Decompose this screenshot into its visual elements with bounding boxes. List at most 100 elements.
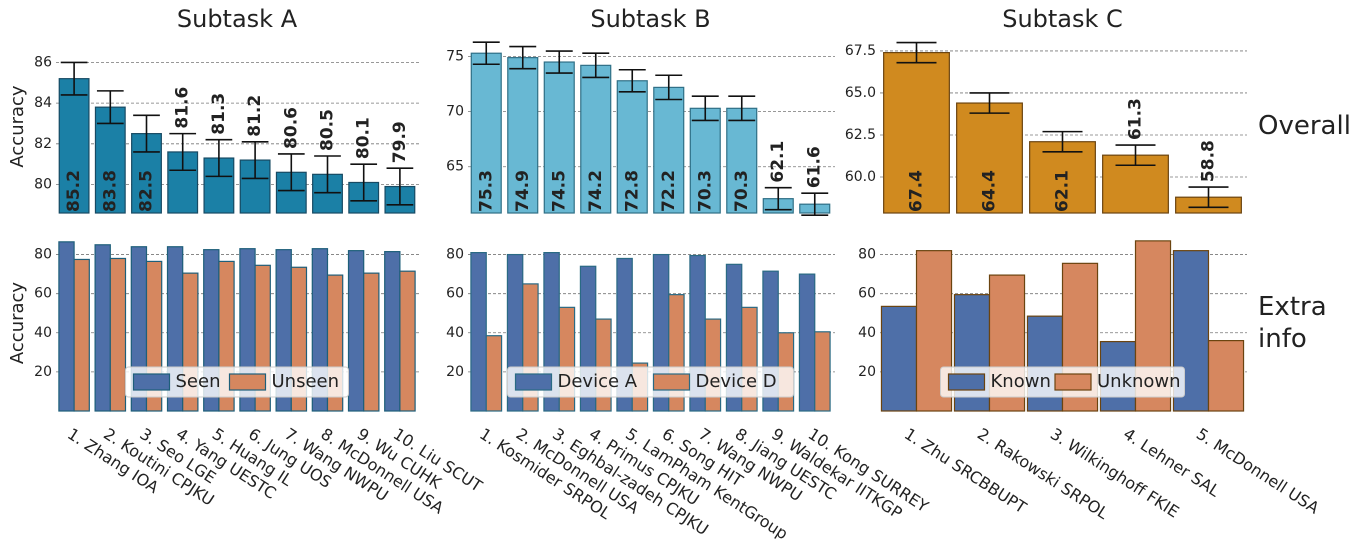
value-label: 81.3 bbox=[209, 93, 229, 135]
y-tick-label: 20 bbox=[34, 364, 52, 380]
y-tick-label: 60 bbox=[34, 286, 52, 302]
row-label: Extra info bbox=[1258, 292, 1327, 354]
bar bbox=[814, 331, 831, 412]
value-label: 61.6 bbox=[805, 146, 825, 188]
value-label: 62.1 bbox=[1053, 170, 1073, 212]
y-tick-label: 80 bbox=[34, 247, 52, 263]
row-label-line: Extra bbox=[1258, 292, 1327, 322]
bar bbox=[726, 107, 758, 214]
bar bbox=[167, 151, 199, 214]
bar bbox=[58, 78, 90, 214]
y-tick-label: 60.0 bbox=[845, 169, 876, 185]
bar bbox=[616, 80, 648, 214]
bar bbox=[880, 305, 918, 412]
value-label: 67.4 bbox=[907, 170, 927, 212]
value-label: 74.5 bbox=[549, 170, 569, 212]
bar bbox=[94, 244, 111, 412]
bar bbox=[363, 272, 380, 412]
y-tick-label: 20 bbox=[446, 364, 464, 380]
bar bbox=[798, 273, 816, 412]
value-label: 80.6 bbox=[281, 107, 301, 149]
legend: Device A Device D bbox=[507, 366, 794, 398]
y-tick-label: 84 bbox=[34, 95, 52, 111]
value-label: 58.8 bbox=[1199, 140, 1219, 182]
y-tick-label: 20 bbox=[858, 364, 876, 380]
bar bbox=[580, 64, 612, 214]
value-label: 82.5 bbox=[137, 170, 157, 212]
legend-swatch bbox=[652, 373, 691, 391]
value-label: 75.3 bbox=[476, 170, 496, 212]
value-label: 74.2 bbox=[586, 170, 606, 212]
bar bbox=[507, 57, 539, 214]
legend-label: Known bbox=[991, 371, 1051, 392]
bar bbox=[109, 257, 127, 412]
y-tick-label: 67.5 bbox=[845, 43, 876, 59]
y-tick-label: 75 bbox=[446, 49, 464, 65]
legend: Seen Unseen bbox=[125, 366, 349, 398]
bar bbox=[347, 250, 365, 412]
legend-label: Seen bbox=[176, 371, 221, 392]
legend-swatch bbox=[1054, 373, 1092, 391]
legend-label: Device A bbox=[558, 371, 638, 392]
x-tick-label: 3. Wilkinghoff FKIE bbox=[1047, 424, 1183, 521]
bar bbox=[73, 258, 90, 412]
bar bbox=[399, 270, 416, 412]
bar bbox=[543, 61, 575, 214]
bar bbox=[956, 102, 1023, 214]
y-tick-label: 80 bbox=[34, 177, 52, 193]
panel-title: Subtask B bbox=[590, 5, 710, 33]
value-label: 72.8 bbox=[622, 170, 642, 212]
panel-title: Subtask A bbox=[177, 5, 298, 33]
value-label: 70.3 bbox=[695, 170, 715, 212]
legend-swatch bbox=[132, 373, 171, 391]
value-label: 70.3 bbox=[732, 170, 752, 212]
value-label: 83.8 bbox=[100, 170, 120, 212]
y-axis-label: Accuracy bbox=[7, 85, 28, 168]
bar bbox=[58, 241, 75, 412]
y-axis-label: Accuracy bbox=[7, 282, 28, 365]
value-label: 61.3 bbox=[1126, 98, 1146, 140]
value-label: 81.2 bbox=[245, 95, 265, 137]
y-tick-label: 70 bbox=[446, 104, 464, 120]
x-tick-label: 2. Rakowski SRPOL bbox=[974, 424, 1112, 523]
y-tick-label: 80 bbox=[858, 247, 876, 263]
bar bbox=[470, 252, 487, 412]
bar bbox=[384, 251, 401, 412]
y-tick-label: 80 bbox=[446, 247, 464, 263]
legend-label: Unseen bbox=[272, 371, 340, 392]
bar bbox=[470, 52, 502, 214]
value-label: 81.6 bbox=[173, 87, 193, 129]
value-label: 72.2 bbox=[659, 170, 679, 212]
value-label: 62.1 bbox=[768, 141, 788, 183]
legend: Known Unknown bbox=[940, 366, 1185, 398]
value-label: 79.9 bbox=[390, 121, 410, 163]
y-tick-label: 62.5 bbox=[845, 127, 876, 143]
y-tick-label: 60 bbox=[858, 286, 876, 302]
y-tick-label: 40 bbox=[446, 325, 464, 341]
y-tick-label: 65 bbox=[446, 159, 464, 175]
bar bbox=[883, 52, 950, 214]
legend-box bbox=[507, 366, 794, 398]
y-tick-label: 82 bbox=[34, 136, 52, 152]
bar bbox=[131, 133, 162, 214]
value-label: 80.1 bbox=[354, 117, 374, 159]
panel-title: Subtask C bbox=[1002, 5, 1123, 33]
value-label: 85.2 bbox=[64, 170, 84, 212]
value-label: 64.4 bbox=[980, 170, 1000, 212]
value-label: 74.9 bbox=[513, 170, 533, 212]
y-tick-label: 40 bbox=[858, 325, 876, 341]
row-label: Overall bbox=[1258, 111, 1351, 141]
y-tick-label: 40 bbox=[34, 325, 52, 341]
row-label-line: info bbox=[1258, 324, 1307, 354]
bar bbox=[653, 86, 685, 214]
y-tick-label: 60 bbox=[446, 286, 464, 302]
legend-label: Device D bbox=[696, 371, 777, 392]
legend-swatch bbox=[228, 373, 267, 391]
y-tick-label: 65.0 bbox=[845, 85, 876, 101]
bar bbox=[485, 335, 503, 412]
bar bbox=[1207, 340, 1245, 412]
x-tick-label: 5. McDonnell USA bbox=[1193, 424, 1323, 517]
legend-label: Unknown bbox=[1097, 371, 1181, 392]
y-tick-label: 86 bbox=[34, 54, 52, 70]
